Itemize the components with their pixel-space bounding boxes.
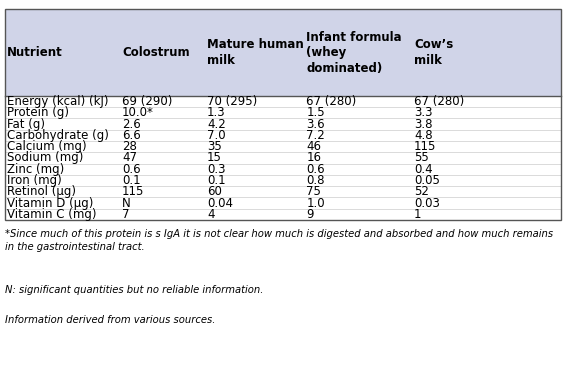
Text: 47: 47 [122, 152, 137, 164]
Text: 9: 9 [306, 208, 314, 221]
Text: N: significant quantities but no reliable information.: N: significant quantities but no reliabl… [5, 285, 263, 295]
Text: 1: 1 [414, 208, 421, 221]
Text: 3.8: 3.8 [414, 118, 433, 130]
Text: 7.0: 7.0 [207, 129, 226, 142]
Text: 70 (295): 70 (295) [207, 95, 257, 108]
Text: 115: 115 [414, 140, 436, 153]
Text: Protein (g): Protein (g) [7, 106, 69, 119]
Text: Vitamin C (mg): Vitamin C (mg) [7, 208, 96, 221]
Text: Zinc (mg): Zinc (mg) [7, 163, 64, 176]
Text: Fat (g): Fat (g) [7, 118, 45, 130]
Text: 0.1: 0.1 [122, 174, 141, 187]
Text: Energy (kcal) (kJ): Energy (kcal) (kJ) [7, 95, 108, 108]
Text: 16: 16 [306, 152, 321, 164]
Text: 4.2: 4.2 [207, 118, 226, 130]
Bar [5, 9, 561, 220]
Text: Cow’s
milk: Cow’s milk [414, 38, 453, 67]
Text: 0.04: 0.04 [207, 197, 233, 209]
Text: 46: 46 [306, 140, 321, 153]
Text: Retinol (μg): Retinol (μg) [7, 185, 76, 198]
Text: 69 (290): 69 (290) [122, 95, 172, 108]
Text: 15: 15 [207, 152, 222, 164]
Text: N: N [122, 197, 130, 209]
Text: 1.3: 1.3 [207, 106, 226, 119]
Text: Colostrum: Colostrum [122, 46, 189, 59]
Text: Vitamin D (μg): Vitamin D (μg) [7, 197, 93, 209]
Text: 0.8: 0.8 [306, 174, 325, 187]
Text: 1.0: 1.0 [306, 197, 325, 209]
Text: 0.4: 0.4 [414, 163, 433, 176]
Text: 0.6: 0.6 [306, 163, 325, 176]
Text: 0.3: 0.3 [207, 163, 226, 176]
Text: 115: 115 [122, 185, 144, 198]
Text: 0.1: 0.1 [207, 174, 226, 187]
Text: Infant formula
(whey
dominated): Infant formula (whey dominated) [306, 30, 402, 75]
Text: 4: 4 [207, 208, 214, 221]
Text: Calcium (mg): Calcium (mg) [7, 140, 86, 153]
Text: 4.8: 4.8 [414, 129, 433, 142]
Text: Nutrient: Nutrient [7, 46, 62, 59]
Text: Iron (mg): Iron (mg) [7, 174, 62, 187]
Text: 28: 28 [122, 140, 137, 153]
Text: 0.6: 0.6 [122, 163, 141, 176]
Text: Information derived from various sources.: Information derived from various sources… [5, 315, 215, 325]
Text: 2.6: 2.6 [122, 118, 141, 130]
Text: 3.6: 3.6 [306, 118, 325, 130]
Text: 75: 75 [306, 185, 321, 198]
Text: 35: 35 [207, 140, 222, 153]
Text: 0.05: 0.05 [414, 174, 440, 187]
Text: 10.0*: 10.0* [122, 106, 154, 119]
Text: 0.03: 0.03 [414, 197, 440, 209]
Bar [5, 9, 561, 96]
Text: 67 (280): 67 (280) [306, 95, 357, 108]
Text: 3.3: 3.3 [414, 106, 433, 119]
Text: Carbohydrate (g): Carbohydrate (g) [7, 129, 109, 142]
Text: 7: 7 [122, 208, 129, 221]
Text: 55: 55 [414, 152, 429, 164]
Text: 6.6: 6.6 [122, 129, 141, 142]
Text: 1.5: 1.5 [306, 106, 325, 119]
Text: 60: 60 [207, 185, 222, 198]
Text: 7.2: 7.2 [306, 129, 325, 142]
Text: *Since much of this protein is s IgA it is not clear how much is digested and ab: *Since much of this protein is s IgA it … [5, 229, 553, 252]
Text: 67 (280): 67 (280) [414, 95, 464, 108]
Text: Sodium (mg): Sodium (mg) [7, 152, 83, 164]
Text: 52: 52 [414, 185, 429, 198]
Text: Mature human
milk: Mature human milk [207, 38, 304, 67]
